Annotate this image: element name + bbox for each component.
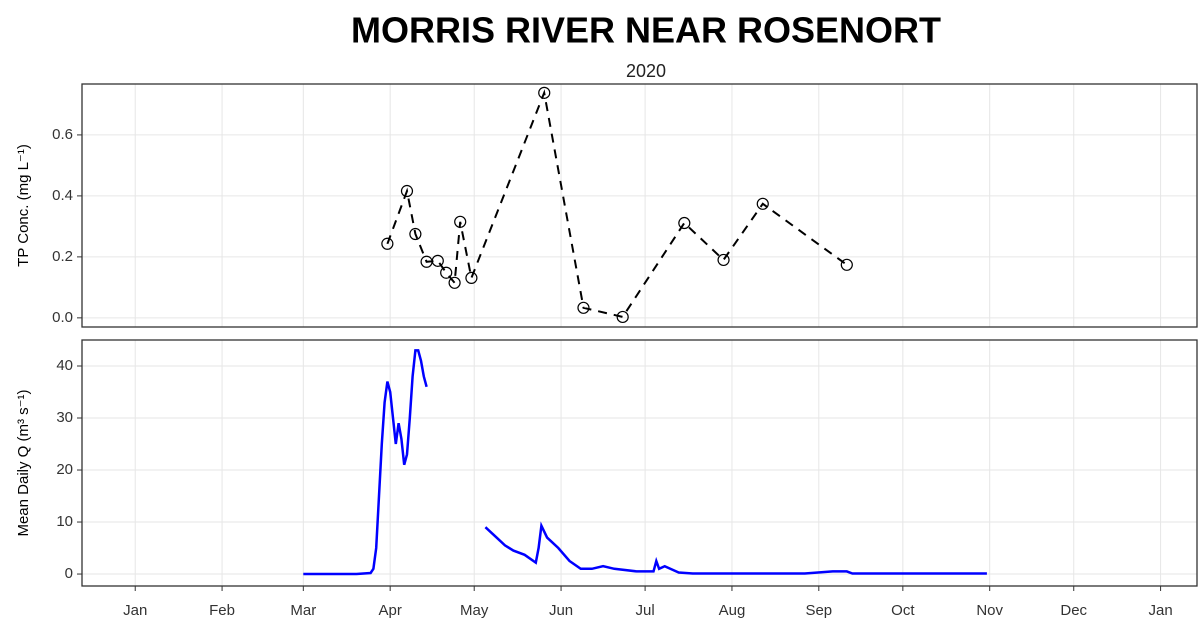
x-tick-label: Mar — [290, 602, 316, 619]
x-tick-label: Dec — [1060, 602, 1087, 619]
x-tick-label: Jun — [549, 602, 573, 619]
x-tick-label: Nov — [976, 602, 1003, 619]
data-point — [454, 215, 467, 228]
y-tick-label: 20 — [56, 461, 73, 478]
data-point — [400, 184, 414, 198]
x-tick-label: Oct — [891, 602, 915, 619]
data-point — [717, 253, 730, 267]
y-tick-label: 0 — [65, 565, 73, 582]
data-point — [616, 310, 629, 324]
data-point — [678, 216, 691, 230]
y-tick-label: 0.2 — [52, 248, 73, 265]
data-point — [431, 254, 444, 267]
x-tick-label: May — [460, 602, 489, 619]
data-point — [756, 197, 769, 210]
y-tick-label: 0.4 — [52, 187, 73, 204]
data-point — [465, 271, 478, 285]
data-point — [440, 266, 453, 279]
y-axis-label: TP Conc. (mg L⁻¹) — [15, 144, 32, 267]
data-point — [409, 227, 422, 241]
data-line — [303, 349, 987, 576]
y-tick-label: 10 — [56, 513, 73, 530]
data-point — [840, 258, 853, 271]
data-point — [538, 86, 551, 99]
y-tick-label: 0.0 — [52, 309, 73, 326]
chart-title: MORRIS RIVER NEAR ROSENORT — [351, 10, 941, 51]
x-tick-label: Apr — [378, 602, 401, 619]
data-line — [386, 89, 848, 319]
data-point — [448, 276, 461, 289]
x-tick-label: Jan — [1148, 602, 1172, 619]
x-tick-label: Jan — [123, 602, 147, 619]
x-tick-label: Aug — [719, 602, 746, 619]
y-axis-label: Mean Daily Q (m³ s⁻¹) — [15, 389, 32, 536]
panel-border — [81, 339, 1198, 587]
y-tick-label: 40 — [56, 357, 73, 374]
chart-subtitle: 2020 — [626, 61, 666, 81]
x-tick-label: Sep — [805, 602, 832, 619]
panel-border — [81, 83, 1198, 328]
data-point — [381, 237, 394, 250]
y-tick-label: 0.6 — [52, 126, 73, 143]
x-tick-label: Jul — [636, 602, 655, 619]
data-point — [577, 301, 590, 314]
y-tick-label: 30 — [56, 409, 73, 426]
x-tick-label: Feb — [209, 602, 235, 619]
